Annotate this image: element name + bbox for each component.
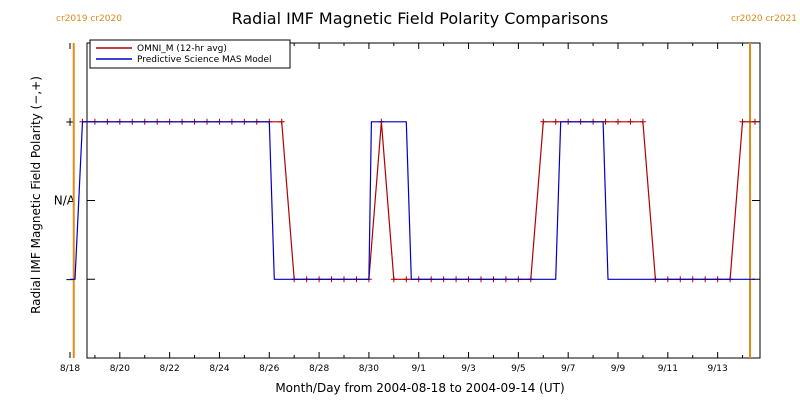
data-point xyxy=(540,118,547,125)
data-point xyxy=(627,118,634,125)
y-tick-label: + xyxy=(65,115,75,129)
x-tick-label: 9/3 xyxy=(461,364,475,374)
x-tick-label: 9/13 xyxy=(708,364,728,374)
x-tick-label: 8/24 xyxy=(209,364,229,374)
data-point xyxy=(278,118,285,125)
data-point xyxy=(615,118,621,125)
x-tick-label: 9/7 xyxy=(561,364,575,374)
y-tick-label: − xyxy=(65,272,75,286)
data-point xyxy=(552,118,559,125)
plot-frame xyxy=(86,42,761,359)
x-tick-label: 9/9 xyxy=(611,364,626,374)
y-axis-label: Radial IMF Magnetic Field Polarity (−,+) xyxy=(29,76,43,314)
carrington-marker-label: cr2019 cr2020 xyxy=(56,14,122,24)
carrington-marker-label: cr2020 cr2021 xyxy=(731,14,797,24)
x-tick-label: 8/30 xyxy=(359,364,379,374)
legend-box xyxy=(89,39,291,69)
x-tick-label: 9/5 xyxy=(511,364,525,374)
x-tick-label: 8/28 xyxy=(309,364,329,374)
data-point xyxy=(639,118,646,125)
chart-title: Radial IMF Magnetic Field Polarity Compa… xyxy=(232,9,609,28)
x-tick-label: 8/20 xyxy=(110,364,130,374)
legend-label: Predictive Science MAS Model xyxy=(137,55,272,65)
x-tick-label: 9/11 xyxy=(658,364,678,374)
series-line xyxy=(82,121,755,280)
data-series xyxy=(70,118,758,283)
x-tick-label: 9/1 xyxy=(411,364,425,374)
data-point xyxy=(403,276,410,283)
data-point xyxy=(390,276,397,283)
x-tick-label: 8/18 xyxy=(60,364,80,374)
y-tick-label: N/A xyxy=(54,194,76,208)
x-axis-label: Month/Day from 2004-08-18 to 2004-09-14 … xyxy=(275,381,564,395)
data-point xyxy=(739,118,746,125)
data-point xyxy=(752,118,758,125)
x-tick-label: 8/22 xyxy=(160,364,180,374)
carrington-markers: cr2019 cr2020 cr2020 cr2021 xyxy=(56,14,797,358)
legend-label: OMNI_M (12-hr avg) xyxy=(137,44,227,54)
series-line xyxy=(70,121,755,280)
x-tick-label: 8/26 xyxy=(259,364,279,374)
axis-ticks: 8/18 8/20 8/22 8/24 8/26 8/28 8/30 9/1 9/3 9/5 9/7… xyxy=(54,43,760,374)
legend: OMNI_M (12-hr avg)Predictive Science MAS… xyxy=(89,39,291,69)
